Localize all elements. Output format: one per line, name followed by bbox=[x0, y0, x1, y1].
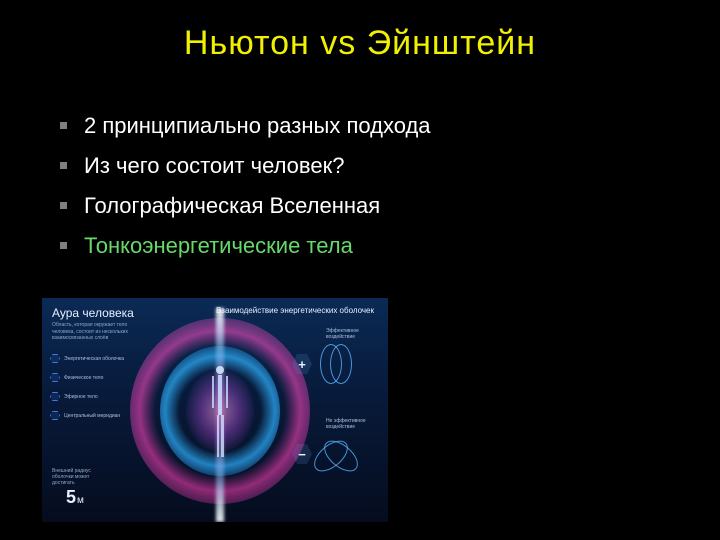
slide: Ньютон vs Эйнштейн 2 принципиально разны… bbox=[0, 0, 720, 540]
hex-icon bbox=[50, 392, 60, 401]
oval-pair-icon bbox=[318, 338, 354, 390]
radius-number: 5 bbox=[66, 487, 76, 507]
oval-cross-icon bbox=[318, 430, 354, 482]
aura-infographic: Аура человека Область, которая окружает … bbox=[42, 298, 388, 522]
legend-label: Физическое тело bbox=[64, 375, 103, 381]
radius-label: Внешний радиус оболочки может достигать bbox=[52, 468, 112, 486]
legend-item: Физическое тело bbox=[50, 373, 124, 382]
hex-icon bbox=[50, 411, 60, 420]
bullet-item: Из чего состоит человек? bbox=[60, 149, 720, 183]
legend-label: Энергетическая оболочка bbox=[64, 356, 124, 362]
hex-icon bbox=[50, 354, 60, 363]
diagram-ineffective bbox=[318, 430, 376, 482]
legend-label: Центральный меридиан bbox=[64, 413, 120, 419]
infographic-title: Аура человека bbox=[52, 306, 134, 320]
legend-label: Эфирное тело bbox=[64, 394, 98, 400]
bullet-item: Голографическая Вселенная bbox=[60, 189, 720, 223]
legend-item: Эфирное тело bbox=[50, 392, 124, 401]
bullet-item: 2 принципиально разных подхода bbox=[60, 109, 720, 143]
infographic-subtitle: Область, которая окружает тело человека,… bbox=[52, 322, 142, 342]
legend-item: Центральный меридиан bbox=[50, 411, 124, 420]
legend-item: Энергетическая оболочка bbox=[50, 354, 124, 363]
bullet-item: Тонкоэнергетические тела bbox=[60, 229, 720, 263]
legend: Энергетическая оболочка Физическое тело … bbox=[50, 354, 124, 420]
bullet-list: 2 принципиально разных подхода Из чего с… bbox=[60, 109, 720, 263]
slide-title: Ньютон vs Эйнштейн bbox=[0, 0, 720, 63]
radius-value: 5м bbox=[66, 487, 84, 508]
diagram-minus-label: Не эффективное воздействие bbox=[326, 418, 376, 430]
radius-unit: м bbox=[77, 495, 84, 506]
diagram-effective bbox=[318, 338, 376, 390]
diagram-plus-label: Эффективное воздействие bbox=[326, 328, 376, 340]
hex-icon bbox=[50, 373, 60, 382]
aura-figure bbox=[130, 312, 310, 510]
human-silhouette bbox=[212, 366, 228, 460]
